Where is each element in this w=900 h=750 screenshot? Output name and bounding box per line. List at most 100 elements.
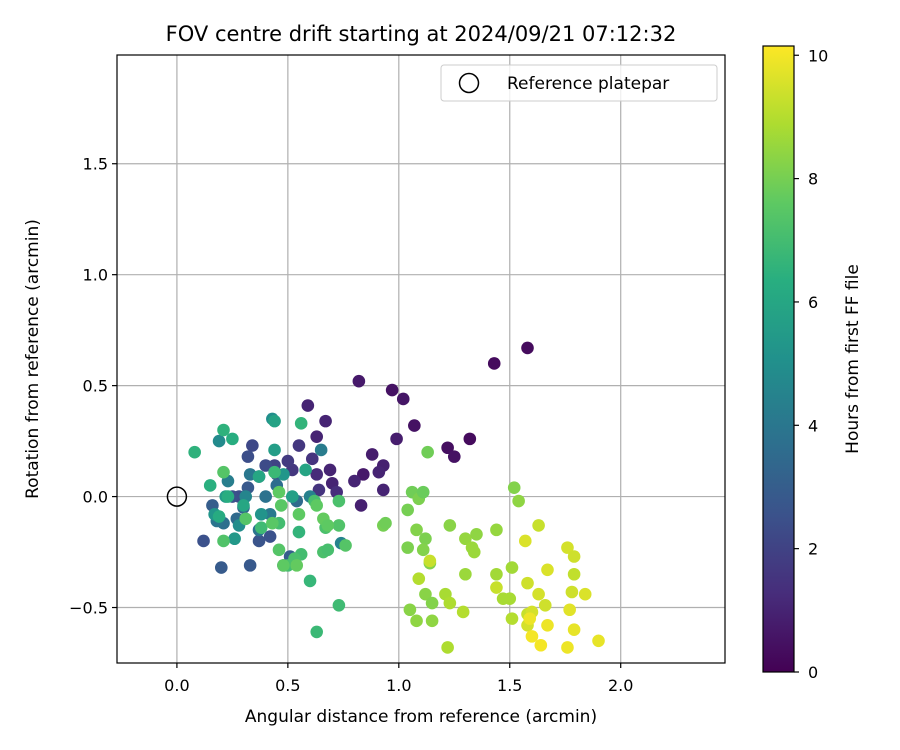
y-axis-label: Rotation from reference (arcmin) [23, 219, 43, 499]
y-axis-ticks: −0.5 0.0 0.5 1.0 1.5 [69, 155, 117, 618]
scatter-point [354, 499, 368, 512]
y-tick-label-4: 1.5 [83, 155, 108, 174]
scatter-point [221, 490, 235, 503]
scatter-point [292, 525, 306, 539]
scatter-point [496, 592, 510, 605]
scatter-point [301, 399, 315, 412]
scatter-point [518, 534, 532, 548]
scatter-point [412, 572, 426, 585]
scatter-point [254, 521, 268, 534]
scatter-point [323, 463, 337, 477]
colorbar-tick-label-0: 0 [808, 663, 818, 682]
scatter-point [332, 519, 346, 532]
scatter-point [505, 561, 519, 574]
scatter-point [523, 612, 537, 625]
scatter-point [490, 523, 503, 537]
legend-marker-icon [458, 72, 480, 94]
scatter-point [299, 463, 312, 477]
grid-lines [117, 55, 725, 663]
scatter-point [578, 587, 592, 601]
colorbar-ticks: 0 2 4 6 8 10 [794, 46, 828, 682]
scatter-point [314, 443, 328, 457]
colorbar: 0 2 4 6 8 10 Hours from first FF file [762, 45, 863, 682]
colorbar-tick-label-4: 8 [808, 170, 818, 189]
scatter-point [490, 567, 503, 581]
scatter-point [567, 567, 581, 581]
scatter-point [254, 508, 268, 521]
scatter-point [277, 559, 290, 572]
scatter-point [512, 494, 525, 508]
scatter-point [188, 445, 201, 459]
scatter-point [321, 519, 335, 532]
scatter-point [592, 634, 605, 648]
colorbar-tick-label-3: 6 [808, 293, 818, 312]
scatter-point [441, 441, 454, 455]
scatter-point [310, 430, 324, 443]
scatter-point [410, 523, 423, 537]
scatter-point [443, 519, 457, 532]
legend-box [440, 64, 718, 102]
reference-point-icon [166, 486, 188, 507]
scatter-points [188, 341, 605, 654]
scatter-point [447, 450, 461, 463]
scatter-point [532, 519, 545, 532]
scatter-point [410, 614, 423, 628]
scatter-point [292, 508, 306, 521]
scatter-point [490, 581, 503, 594]
y-tick-label-1: 0.0 [83, 488, 108, 507]
scatter-point [565, 585, 579, 599]
scatter-point [212, 434, 226, 448]
scatter-point [268, 443, 281, 457]
scatter-point [266, 516, 279, 530]
scatter-point [294, 417, 308, 430]
scatter-point [272, 485, 286, 499]
scatter-point [419, 587, 432, 601]
scatter-point [441, 641, 454, 654]
scatter-point [567, 550, 581, 563]
scatter-point [541, 618, 554, 632]
scatter-point [419, 532, 432, 546]
scatter-point [217, 465, 230, 479]
colorbar-tick-label-1: 2 [808, 540, 818, 559]
scatter-point [379, 516, 392, 530]
scatter-point [332, 494, 346, 508]
scatter-point [339, 539, 352, 552]
scatter-point [401, 541, 414, 554]
scatter-point [268, 414, 281, 428]
scatter-point [310, 625, 324, 639]
scatter-point [226, 432, 239, 446]
scatter-point [396, 392, 410, 406]
scatter-point [561, 541, 574, 554]
scatter-point [214, 561, 228, 574]
scatter-point [246, 439, 259, 452]
x-axis-label: Angular distance from reference (arcmin) [245, 707, 597, 727]
colorbar-gradient [763, 46, 794, 672]
chart-title: FOV centre drift starting at 2024/09/21 … [166, 22, 677, 46]
scatter-point [285, 490, 299, 503]
scatter-point [467, 545, 481, 559]
colorbar-frame [762, 45, 795, 673]
scatter-point [252, 470, 266, 483]
scatter-point [217, 423, 230, 437]
scatter-point [357, 468, 370, 481]
scatter-point [197, 534, 210, 548]
scatter-point [217, 534, 230, 548]
scatter-point [252, 534, 266, 548]
scatter-point [425, 596, 439, 610]
y-tick-label-2: 0.5 [83, 377, 108, 396]
scatter-point [385, 383, 399, 397]
scatter-point [259, 490, 272, 503]
x-tick-label-4: 2.0 [608, 676, 633, 695]
scatter-point [505, 612, 519, 625]
colorbar-label: Hours from first FF file [843, 264, 863, 454]
scatter-point [321, 543, 335, 557]
scatter-point [534, 638, 548, 652]
scatter-point [272, 543, 286, 557]
scatter-point [303, 574, 317, 588]
scatter-point [352, 374, 366, 388]
scatter-point [561, 641, 574, 654]
scatter-point [538, 599, 552, 612]
scatter-point [459, 532, 472, 546]
scatter-point [310, 499, 324, 512]
